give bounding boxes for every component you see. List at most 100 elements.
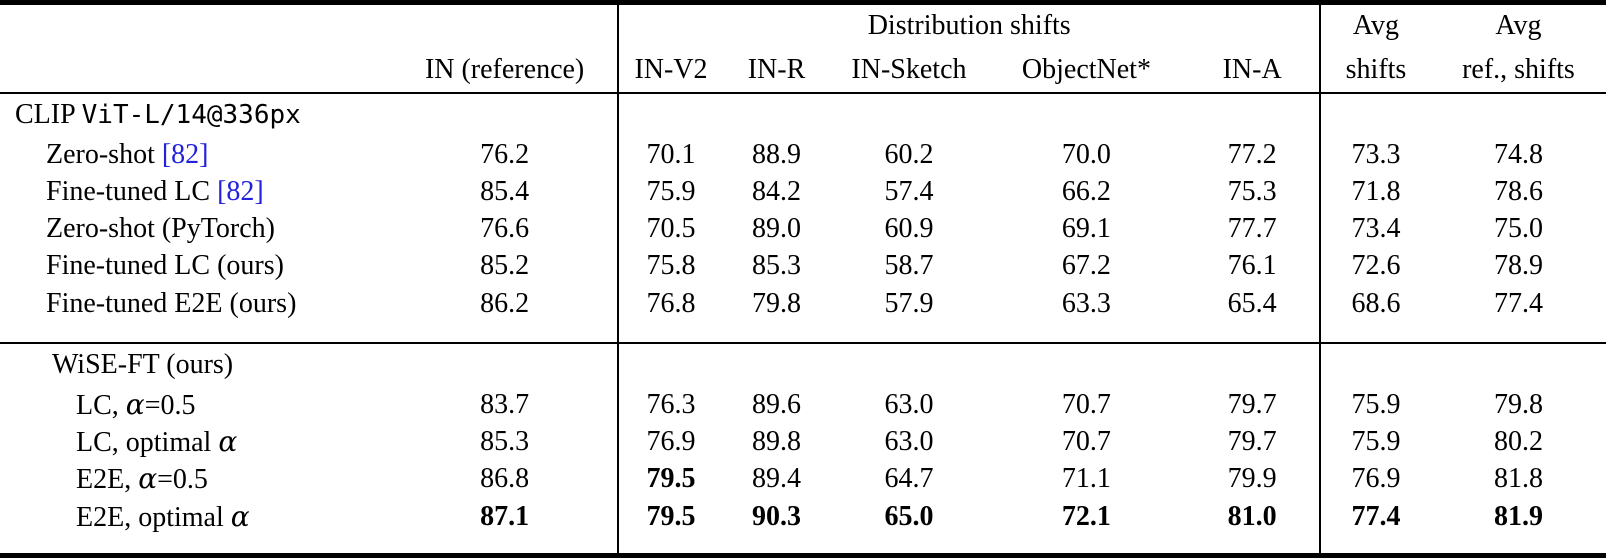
value-cell (830, 343, 987, 387)
value-cell: 77.4 (1351, 500, 1401, 532)
col-header-in-a: IN-A (1185, 47, 1322, 93)
value-cell: 74.8 (1493, 139, 1543, 170)
value-cell: 81.9 (1493, 500, 1543, 532)
value-cell: 80.2 (1493, 426, 1543, 457)
model-name-mono: ViT-L/14@336px (81, 100, 301, 130)
value-cell: 75.9 (1351, 426, 1401, 457)
value-cell: 79.5 (646, 463, 696, 494)
value-cell (391, 342, 620, 387)
value-cell: 90.3 (751, 500, 801, 532)
row-label: Zero-shot [82] (46, 139, 209, 170)
value-cell: 76.8 (646, 287, 696, 319)
value-cell: 57.9 (884, 287, 934, 319)
value-cell (1431, 343, 1606, 387)
value-cell: 78.9 (1493, 250, 1543, 281)
value-cell: 83.7 (391, 386, 620, 424)
value-cell: 73.3 (1351, 139, 1401, 170)
value-cell: 75.0 (1493, 213, 1543, 244)
value-cell: 76.1 (1185, 247, 1322, 285)
value-cell: 60.2 (884, 139, 934, 170)
value-cell (1320, 93, 1431, 137)
value-cell: 88.9 (751, 139, 801, 170)
section-title: CLIP ViT-L/14@336px (0, 93, 392, 137)
value-cell: 75.9 (646, 176, 696, 207)
value-cell (988, 343, 1186, 387)
value-cell: 79.7 (1185, 386, 1322, 424)
citation-link[interactable]: [82] (161, 139, 209, 170)
value-cell: 85.4 (391, 173, 620, 211)
group-header-distribution-shifts: Distribution shifts (618, 2, 1322, 48)
value-cell: 85.3 (751, 250, 801, 281)
value-cell (618, 93, 722, 137)
value-cell: 75.8 (646, 250, 696, 281)
value-cell: 63.0 (884, 389, 934, 420)
value-cell: 84.2 (751, 176, 801, 207)
section-title: WiSE-FT (ours) (0, 343, 392, 387)
row-zero-shot-pytorch: Zero-shot (PyTorch) 76.6 70.5 89.0 60.9 … (0, 210, 1606, 248)
value-cell: 71.8 (1351, 176, 1401, 207)
alpha-symbol: α (218, 425, 238, 458)
value-cell: 58.7 (884, 250, 934, 281)
col-header-in-reference: IN (reference) (391, 47, 620, 93)
value-cell (1431, 93, 1606, 137)
value-cell: 70.0 (1061, 139, 1111, 170)
row-fine-tuned-lc-cite: Fine-tuned LC [82] 85.4 75.9 84.2 57.4 6… (0, 173, 1606, 211)
alpha-symbol: α (138, 462, 158, 495)
value-cell: 72.1 (1061, 500, 1111, 532)
empty-corner-cell (0, 3, 392, 48)
header-row-top: Distribution shifts Avg Avg (0, 2, 1606, 48)
value-cell: 76.2 (391, 136, 620, 174)
value-cell: 89.8 (751, 426, 801, 457)
value-cell: 71.1 (1061, 463, 1111, 494)
alpha-symbol: α (125, 388, 145, 421)
value-cell: 77.7 (1185, 210, 1322, 248)
value-cell: 78.6 (1493, 176, 1543, 207)
header-row-columns: IN (reference) IN-V2 IN-R IN-Sketch Obje… (0, 47, 1606, 93)
row-label: Fine-tuned LC [82] (46, 176, 264, 207)
value-cell: 89.0 (751, 213, 801, 244)
value-cell: 64.7 (884, 463, 934, 494)
value-cell (988, 93, 1186, 137)
value-cell (391, 92, 620, 137)
value-cell: 65.0 (884, 500, 934, 532)
value-cell: 63.3 (1061, 287, 1111, 319)
col-header-avg-ref-shifts: ref., shifts (1462, 53, 1575, 85)
value-cell (723, 343, 831, 387)
value-cell: 69.1 (1061, 213, 1111, 244)
value-cell: 85.3 (391, 423, 620, 461)
value-cell: 79.9 (1185, 460, 1322, 498)
section-wise-ft: WiSE-FT (ours) LC, α=0.5 83.7 76.3 89.6 … (0, 342, 1606, 556)
value-cell: 85.2 (391, 247, 620, 285)
row-fine-tuned-e2e-ours: Fine-tuned E2E (ours) 86.2 76.8 79.8 57.… (0, 284, 1606, 343)
value-cell: 75.9 (1351, 389, 1401, 420)
value-cell: 81.0 (1185, 497, 1322, 556)
value-cell (1185, 92, 1322, 137)
table-header: Distribution shifts Avg Avg IN (referenc… (0, 2, 1606, 93)
value-cell: 57.4 (884, 176, 934, 207)
row-lc-optimal-alpha: LC, optimal α 85.3 76.9 89.8 63.0 70.7 7… (0, 423, 1606, 461)
value-cell: 66.2 (1061, 176, 1111, 207)
value-cell (1185, 342, 1322, 387)
section-title-text: WiSE-FT (ours) (52, 349, 234, 380)
value-cell: 89.6 (751, 389, 801, 420)
row-e2e-optimal-alpha: E2E, optimal α 87.1 79.5 90.3 65.0 72.1 … (0, 497, 1606, 556)
value-cell: 72.6 (1351, 250, 1401, 281)
citation-link[interactable]: [82] (217, 176, 264, 207)
row-lc-alpha-05: LC, α=0.5 83.7 76.3 89.6 63.0 70.7 79.7 … (0, 386, 1606, 424)
value-cell: 76.9 (646, 426, 696, 457)
row-label: LC, α=0.5 (76, 388, 196, 421)
value-cell: 70.7 (1061, 426, 1111, 457)
value-cell: 76.6 (391, 210, 620, 248)
value-cell: 79.7 (1185, 423, 1322, 461)
value-cell: 77.2 (1185, 136, 1322, 174)
section-clip: CLIP ViT-L/14@336px Zero-shot [82] 76.2 … (0, 92, 1606, 343)
value-cell: 75.3 (1185, 173, 1322, 211)
col-header-in-sketch: IN-Sketch (851, 53, 967, 85)
value-cell: 63.0 (884, 426, 934, 457)
value-cell: 67.2 (1061, 250, 1111, 281)
value-cell: 76.9 (1351, 463, 1401, 494)
value-cell: 70.1 (646, 139, 696, 170)
value-cell: 89.4 (751, 463, 801, 494)
value-cell: 73.4 (1351, 213, 1401, 244)
